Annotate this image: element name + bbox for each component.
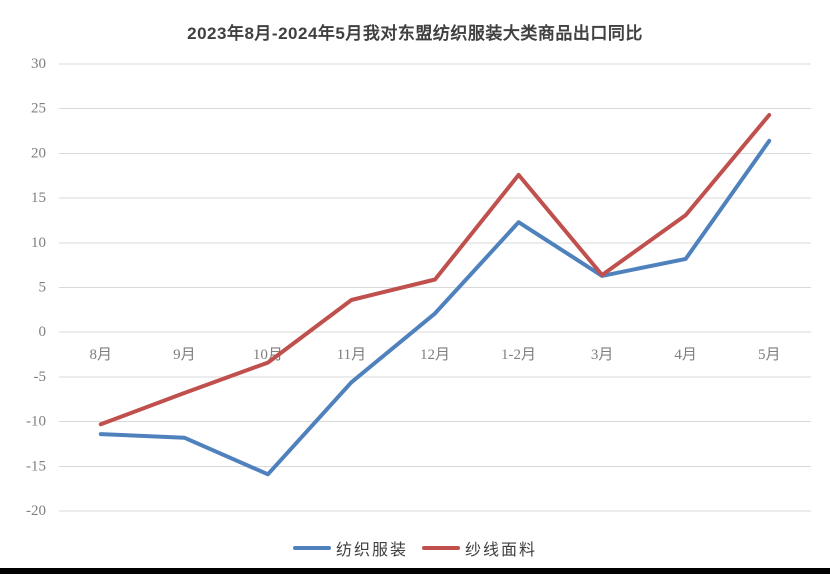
series-line-1-纱线面料 [98,113,772,427]
chart-legend: 纺织服装 纱线面料 [0,537,830,559]
x-axis-category-label: 3月 [591,347,614,363]
y-axis-tick-label: 5 [39,280,47,296]
legend-label-yarn-fabric: 纱线面料 [465,542,538,559]
x-axis-category-label: 11月 [337,347,366,363]
x-axis-category-label: 8月 [90,347,113,363]
y-axis-tick-label: -20 [26,503,46,519]
x-axis-category-label: 1-2月 [501,347,536,363]
x-axis-category-label: 9月 [173,347,196,363]
legend-line-swatch-red [422,546,460,550]
y-axis-tick-label: 15 [31,190,46,206]
chart-title: 2023年8月-2024年5月我对东盟纺织服装大类商品出口同比 [187,24,643,43]
x-axis-category-label: 5月 [758,347,781,363]
y-axis-tick-label: -5 [34,369,47,385]
legend-item-yarn-fabric: 纱线面料 [422,536,537,560]
y-axis-tick-label: 30 [31,56,46,72]
y-axis-tick-label: 0 [39,324,47,340]
y-axis-tick-label: 25 [31,101,46,117]
y-axis-tick-label: -15 [26,458,46,474]
y-axis-tick-label: 10 [31,235,46,251]
legend-line-swatch-blue [292,546,331,550]
x-axis-category-label: 12月 [420,347,450,363]
legend-item-textile-apparel: 纺织服装 [292,536,408,560]
y-axis-tick-label: -10 [26,414,46,430]
y-axis-tick-label: 20 [31,145,46,161]
series-line-0-纺织服装 [98,138,772,477]
x-axis-category-label: 4月 [674,347,697,363]
legend-label-textile-apparel: 纺织服装 [335,542,408,559]
bottom-separator-bar [0,568,830,574]
